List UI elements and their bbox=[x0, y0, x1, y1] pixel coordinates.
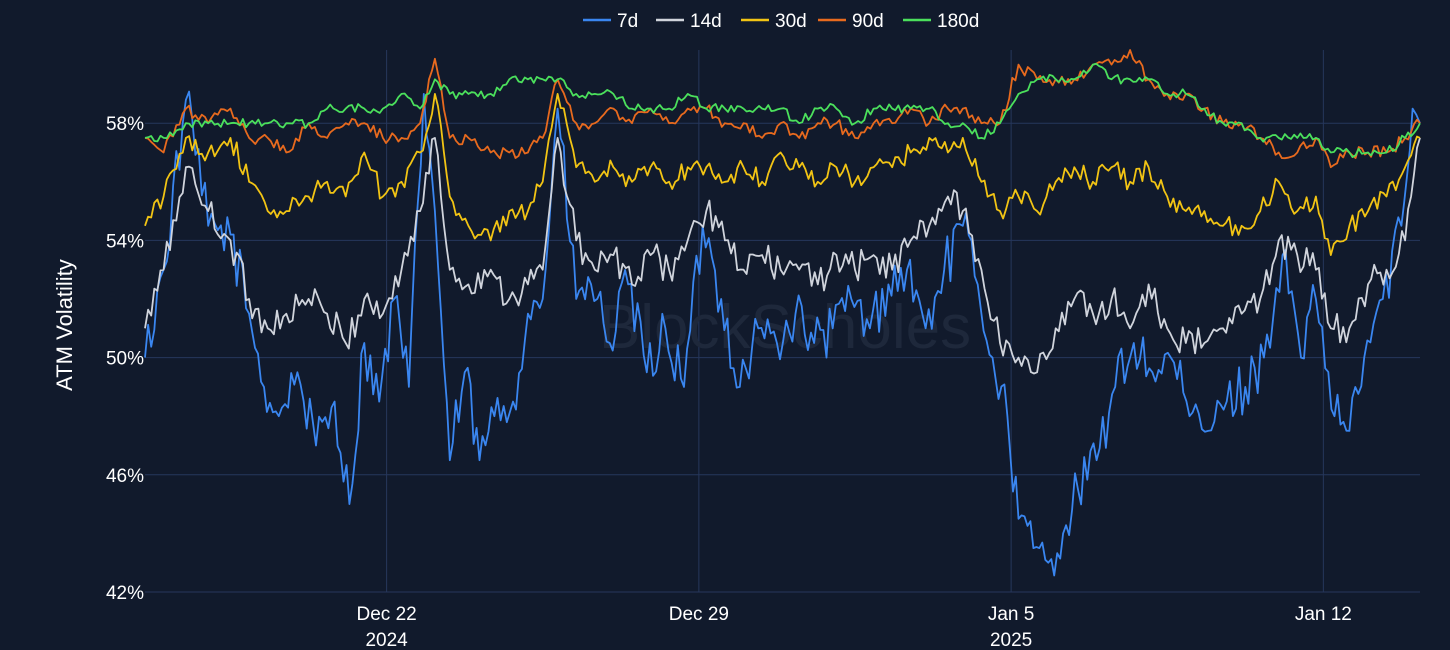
series-lines bbox=[144, 49, 1421, 577]
legend-label: 7d bbox=[617, 11, 638, 32]
y-tick-label: 54% bbox=[106, 231, 144, 252]
legend-label: 30d bbox=[775, 11, 807, 32]
x-axis-ticks: Dec 22 2024 Dec 29 Jan 5 2025 Jan 12 bbox=[357, 604, 1352, 650]
y-tick-label: 46% bbox=[106, 466, 144, 487]
y-tick-label: 50% bbox=[106, 349, 144, 370]
series-line-180d bbox=[144, 62, 1421, 158]
x-tick-label: Dec 29 bbox=[669, 604, 729, 625]
legend-label: 90d bbox=[852, 11, 884, 32]
series-line-14d bbox=[144, 137, 1421, 375]
y-axis-ticks: 42% 46% 50% 54% 58% bbox=[106, 114, 144, 604]
x-tick-label: Dec 22 bbox=[357, 604, 417, 625]
legend-label: 14d bbox=[690, 11, 722, 32]
legend-item-90d[interactable]: 90d bbox=[818, 11, 884, 32]
legend-label: 180d bbox=[937, 11, 979, 32]
y-axis-title: ATM Volatility bbox=[52, 259, 77, 391]
series-line-30d bbox=[144, 93, 1421, 256]
legend-item-14d[interactable]: 14d bbox=[656, 11, 722, 32]
legend-item-30d[interactable]: 30d bbox=[741, 11, 807, 32]
x-tick-label: Jan 12 bbox=[1295, 604, 1352, 625]
legend-item-7d[interactable]: 7d bbox=[583, 11, 638, 32]
series-line-7d bbox=[144, 90, 1421, 577]
series-line-90d bbox=[144, 49, 1421, 169]
x-tick-year-label: 2024 bbox=[365, 630, 408, 650]
legend-item-180d[interactable]: 180d bbox=[903, 11, 979, 32]
legend[interactable]: 7d 14d 30d 90d 180d bbox=[583, 11, 979, 32]
y-tick-label: 42% bbox=[106, 583, 144, 604]
y-tick-label: 58% bbox=[106, 114, 144, 135]
x-tick-label: Jan 5 bbox=[988, 604, 1034, 625]
x-tick-year-label: 2025 bbox=[990, 630, 1032, 650]
